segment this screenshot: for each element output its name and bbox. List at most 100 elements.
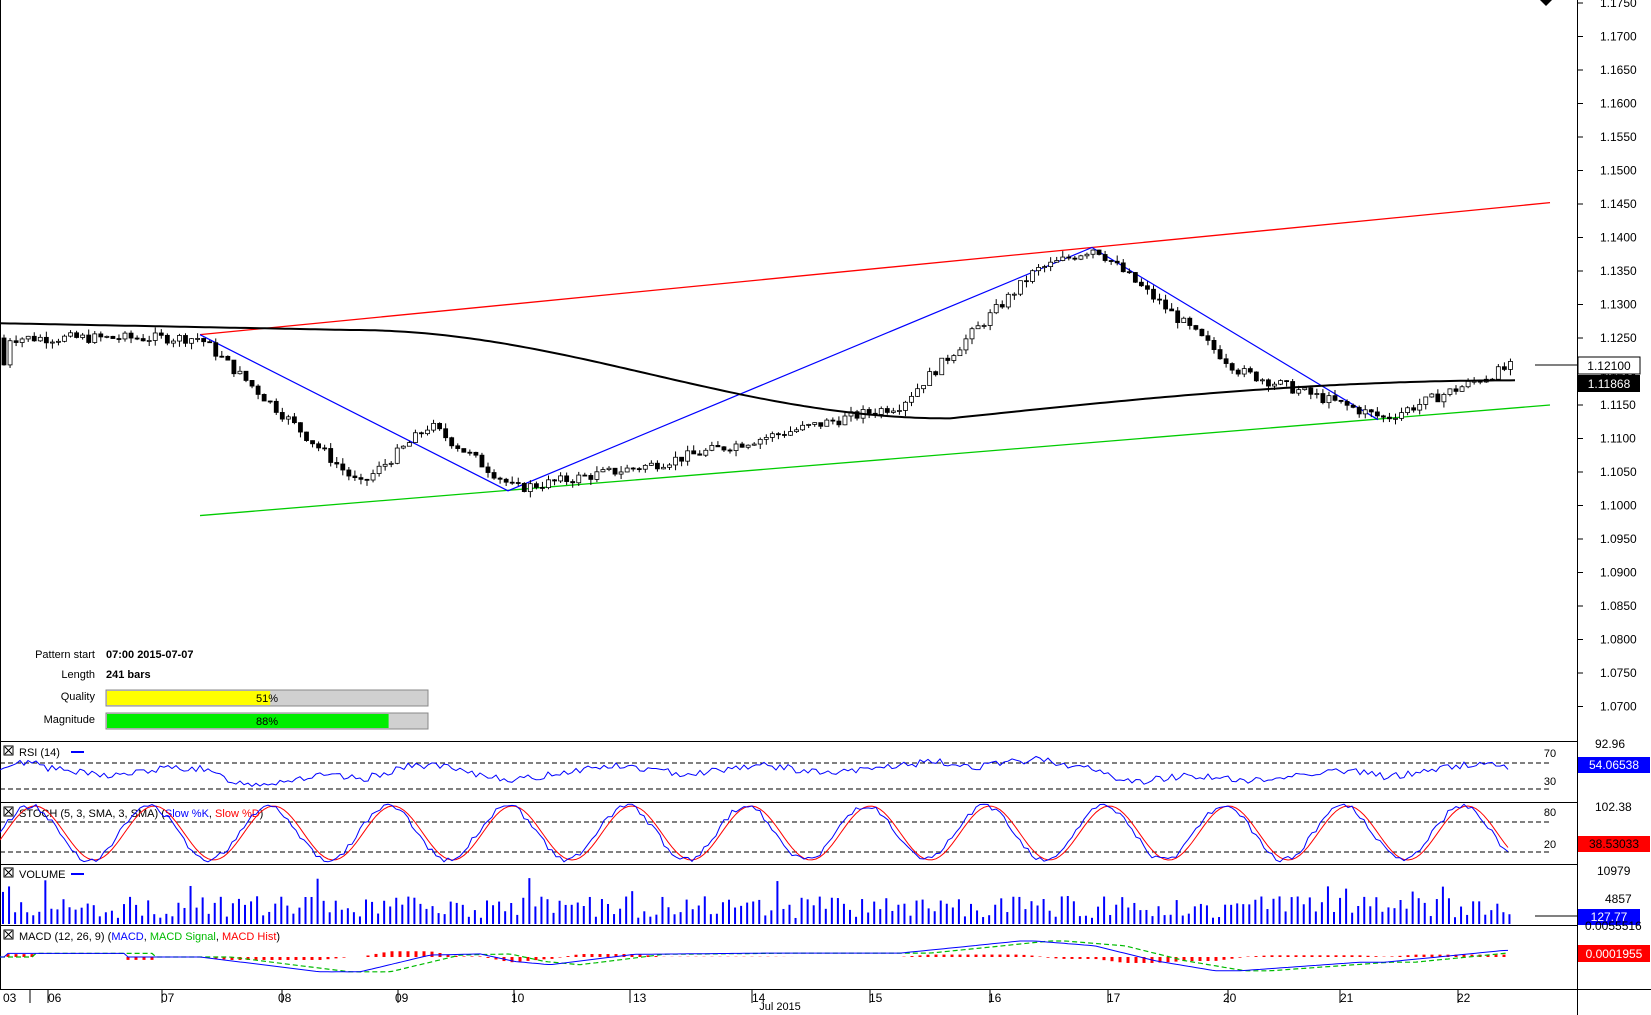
candle-body <box>122 332 128 340</box>
candle-body <box>267 400 273 403</box>
candle-body <box>394 447 400 464</box>
candle-body <box>50 341 55 344</box>
candle-body <box>485 466 491 473</box>
x-tick-label: 07 <box>161 991 175 1005</box>
macd-current-value: 0.0001955 <box>1586 947 1643 961</box>
y-tick-label: 1.0750 <box>1600 666 1637 680</box>
candle-body <box>1151 288 1156 300</box>
y-tick-label: 1.1700 <box>1600 30 1637 44</box>
stoch-slow-k-line <box>0 803 1509 863</box>
candle-body <box>1278 380 1283 385</box>
candle-body <box>697 453 703 456</box>
candle-body <box>158 332 164 336</box>
candle-body <box>1453 388 1459 392</box>
candle-body <box>1018 280 1023 295</box>
length-value: 241 bars <box>106 669 151 681</box>
candle-body <box>195 338 201 340</box>
y-tick-label: 1.0950 <box>1600 532 1637 546</box>
candle-body <box>467 451 473 454</box>
y-tick-label: 1.1600 <box>1600 97 1637 111</box>
candle-body <box>1332 395 1338 401</box>
candle-body <box>285 416 291 420</box>
candle-body <box>751 443 757 446</box>
volume-mid-value: 4857 <box>1605 892 1632 906</box>
candle-body <box>854 411 860 419</box>
candle-body <box>540 487 545 489</box>
candle-body <box>225 355 231 361</box>
candle-body <box>1272 383 1277 387</box>
candle-body <box>183 335 188 344</box>
candle-body <box>945 357 951 361</box>
y-tick-label: 1.1000 <box>1600 499 1637 513</box>
candle-body <box>437 422 443 430</box>
x-tick-label: 09 <box>395 991 409 1005</box>
candle-body <box>951 355 957 361</box>
candle-body <box>1175 310 1181 323</box>
candle-body <box>933 371 939 376</box>
magnitude-value: 88% <box>256 716 278 728</box>
candle-body <box>74 332 79 338</box>
candle-body <box>80 334 86 338</box>
candle-body <box>558 475 563 482</box>
candle-body <box>491 472 497 479</box>
candle-body <box>642 464 648 470</box>
y-tick-label: 1.0800 <box>1600 633 1637 647</box>
candle-body <box>1284 380 1289 383</box>
candle-body <box>600 469 606 473</box>
candle-body <box>1495 366 1501 380</box>
candle-body <box>425 429 430 435</box>
stoch-title: STOCH (5, 3, SMA, 3, SMA) (Slow %K, Slow… <box>19 808 263 820</box>
candle-body <box>534 483 539 488</box>
candle-body <box>249 380 255 387</box>
candle-body <box>836 420 842 426</box>
rsi-level-high: 70 <box>1544 748 1556 760</box>
candle-body <box>443 428 449 439</box>
y-tick-label: 1.1450 <box>1600 197 1637 211</box>
last-price-badge: 1.12100 <box>1535 356 1641 375</box>
candle-body <box>334 462 340 465</box>
candle-body <box>170 340 176 344</box>
candle-body <box>915 388 920 397</box>
candle-body <box>1054 260 1060 263</box>
candle-body <box>606 467 612 470</box>
candle-body <box>721 446 727 451</box>
candle-body <box>776 433 781 436</box>
candle-body <box>1223 358 1229 364</box>
candle-body <box>400 445 406 449</box>
candle-body <box>1163 299 1168 310</box>
candle-body <box>1139 281 1144 287</box>
y-tick-label: 1.0700 <box>1600 700 1637 714</box>
candle-body <box>98 333 104 338</box>
candle-body <box>31 335 37 342</box>
candle-body <box>1368 409 1374 413</box>
candle-body <box>890 410 896 413</box>
candle-body <box>316 443 322 449</box>
candle-body <box>661 466 666 470</box>
candle-body <box>769 433 775 438</box>
pattern-lines <box>199 202 1551 517</box>
stoch-level-low: 20 <box>1544 839 1556 851</box>
candle-body <box>515 482 521 484</box>
candle-body <box>993 304 999 314</box>
quality-bar-fill <box>107 691 271 705</box>
candle-body <box>673 456 678 466</box>
candle-body <box>134 337 140 340</box>
y-tick-label: 1.1500 <box>1600 164 1637 178</box>
x-tick-label: 13 <box>633 991 647 1005</box>
candle-body <box>110 335 116 339</box>
candle-body <box>903 401 908 411</box>
candle-body <box>1217 349 1223 360</box>
candle-body <box>43 336 49 344</box>
candle-body <box>1459 386 1465 392</box>
y-tick-label: 1.1050 <box>1600 465 1637 479</box>
x-tick-label: 06 <box>48 991 62 1005</box>
candle-body <box>582 474 588 477</box>
candle-body <box>884 408 890 413</box>
candle-body <box>527 483 533 492</box>
candle-body <box>576 474 582 484</box>
candle-body <box>13 340 19 343</box>
candle-body <box>1102 254 1108 261</box>
candle-body <box>909 395 914 403</box>
candle-body <box>866 409 872 414</box>
scroll-marker-icon[interactable] <box>1540 0 1552 6</box>
